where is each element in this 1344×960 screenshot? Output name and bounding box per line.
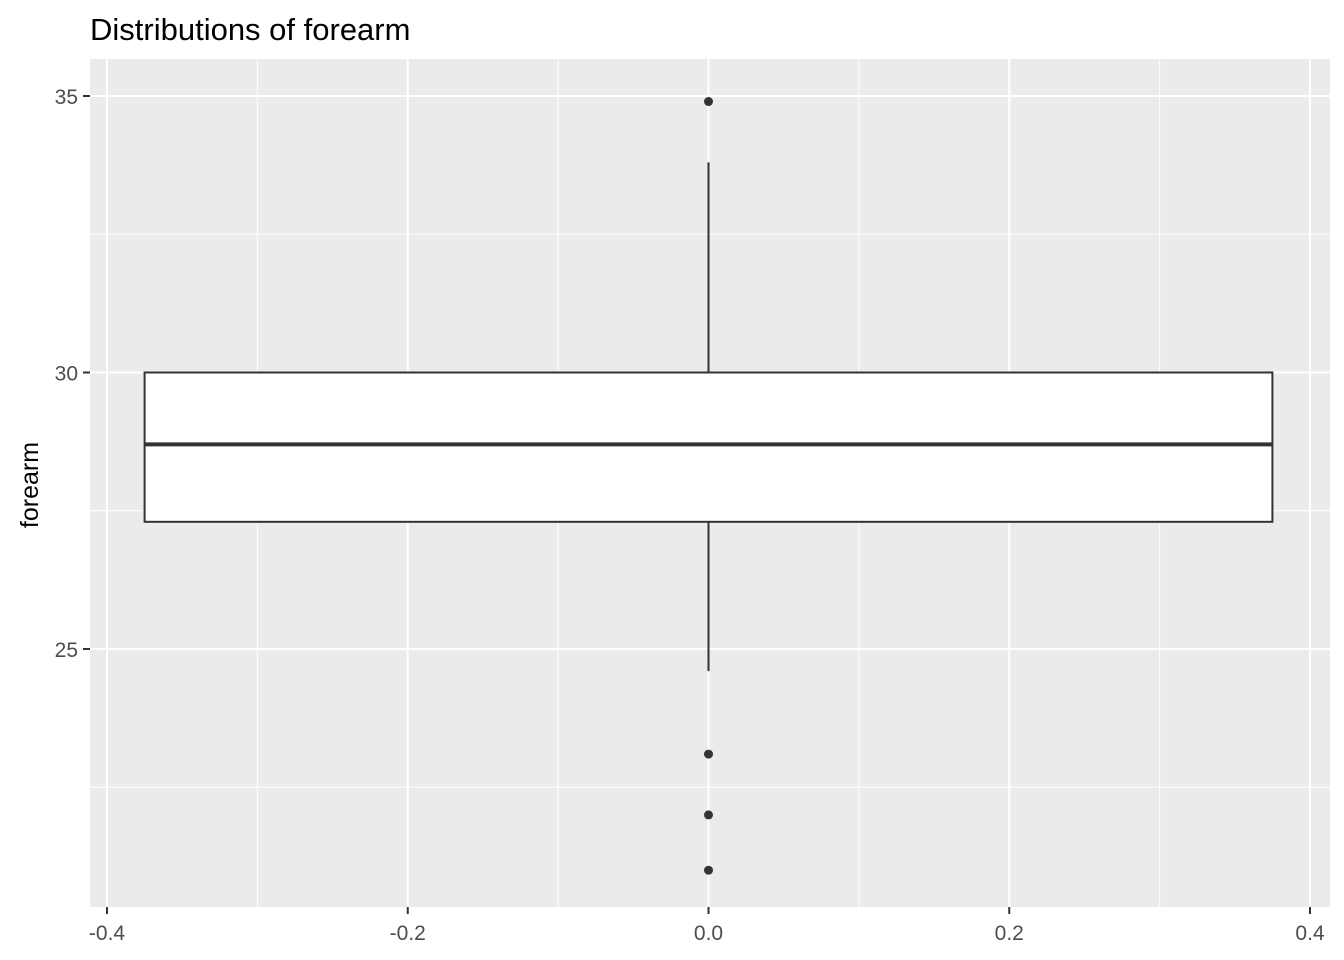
x-tick-label: 0.4 bbox=[1295, 922, 1325, 945]
chart-title: Distributions of forearm bbox=[90, 12, 410, 47]
y-tick-label: 35 bbox=[55, 86, 78, 109]
outlier-point bbox=[704, 97, 713, 107]
outlier-point bbox=[704, 865, 713, 875]
x-tick-label: 0.0 bbox=[694, 922, 723, 945]
y-axis: 25 30 35 bbox=[55, 86, 90, 662]
outlier-point bbox=[704, 810, 713, 820]
y-axis-title: forearm bbox=[16, 442, 44, 528]
x-axis: -0.4 -0.2 0.0 0.2 0.4 bbox=[89, 907, 1325, 945]
interquartile-box bbox=[143, 371, 1274, 523]
x-tick-label: -0.2 bbox=[390, 922, 426, 945]
box-marks bbox=[143, 97, 1274, 875]
y-tick-label: 25 bbox=[55, 639, 78, 662]
x-tick-label: -0.4 bbox=[89, 922, 126, 945]
outlier-point bbox=[704, 749, 713, 759]
x-tick-label: 0.2 bbox=[995, 922, 1024, 945]
y-tick-label: 30 bbox=[55, 363, 78, 386]
